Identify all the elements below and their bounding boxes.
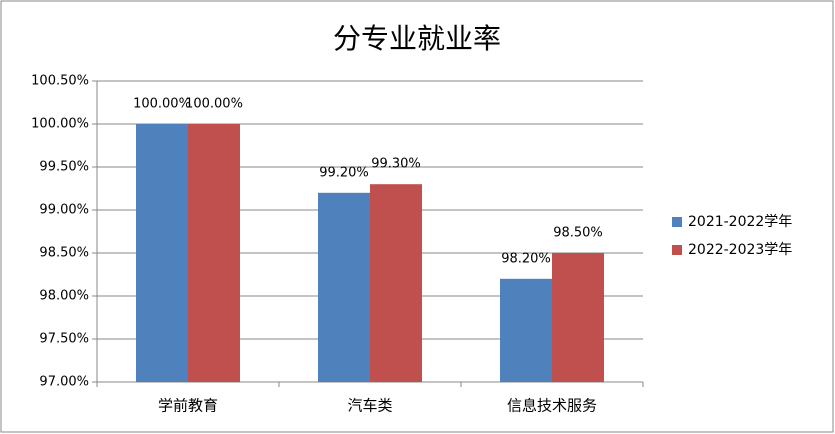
bar — [318, 192, 370, 382]
y-tick-label: 97.50% — [39, 332, 89, 347]
legend-label: 2021-2022学年 — [688, 214, 792, 230]
chart-title: 分专业就业率 — [333, 22, 501, 55]
x-tick-label: 信息技术服务 — [507, 397, 597, 415]
legend-label: 2022-2023学年 — [688, 242, 792, 258]
bar — [370, 184, 422, 382]
bar — [136, 124, 188, 382]
x-tick-label: 学前教育 — [158, 397, 218, 415]
value-label: 99.20% — [319, 165, 369, 180]
value-label: 100.00% — [185, 97, 243, 112]
value-label: 98.20% — [501, 251, 551, 266]
legend-swatch — [672, 245, 682, 255]
y-tick-label: 99.50% — [39, 160, 89, 175]
y-tick-label: 97.00% — [39, 375, 89, 390]
y-tick-label: 99.00% — [39, 203, 89, 218]
bar — [552, 253, 604, 382]
y-tick-label: 100.00% — [31, 117, 89, 132]
bar — [188, 124, 240, 382]
value-label: 99.30% — [371, 157, 421, 172]
legend-swatch — [672, 217, 682, 227]
value-label: 100.00% — [133, 97, 191, 112]
y-tick-label: 98.50% — [39, 246, 89, 261]
y-tick-label: 98.00% — [39, 289, 89, 304]
bar — [500, 278, 552, 382]
x-tick-label: 汽车类 — [347, 397, 392, 415]
y-tick-label: 100.50% — [31, 74, 89, 89]
value-label: 98.50% — [553, 226, 603, 241]
